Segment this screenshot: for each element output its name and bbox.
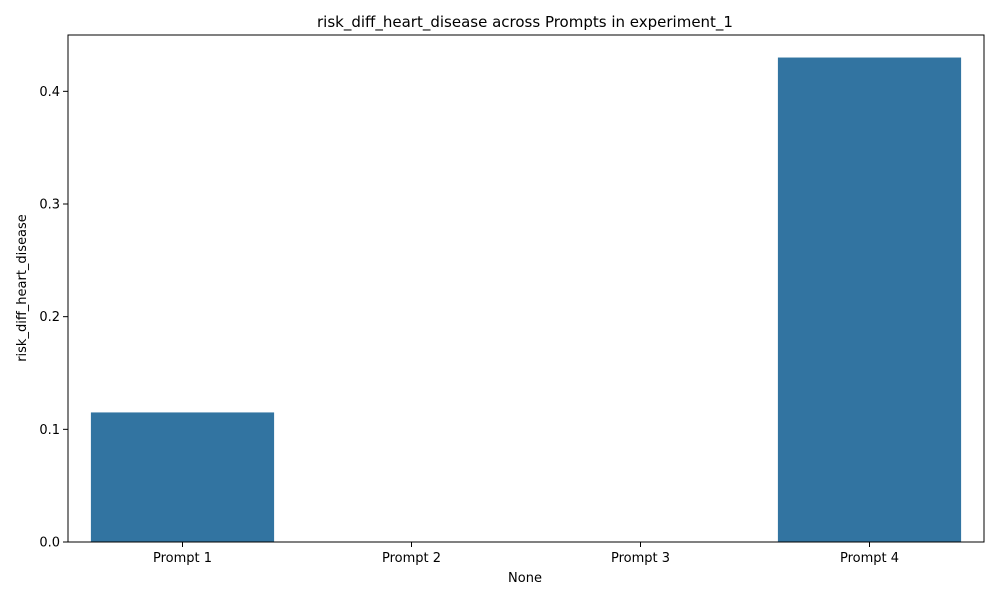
chart-title: risk_diff_heart_disease across Prompts i… [317, 13, 733, 32]
y-tick-label: 0.3 [39, 198, 60, 213]
y-tick-label: 0.1 [39, 423, 60, 438]
bar-1 [90, 412, 275, 542]
x-tick-label: Prompt 2 [382, 551, 441, 566]
y-tick-label: 0.2 [39, 310, 60, 325]
bar-4 [777, 57, 962, 543]
y-tick-label: 0.4 [39, 85, 60, 100]
x-tick-label: Prompt 1 [153, 551, 212, 566]
x-tick-label: Prompt 4 [840, 551, 899, 566]
y-axis-label: risk_diff_heart_disease [15, 214, 30, 362]
x-axis-label: None [508, 571, 542, 586]
y-tick-label: 0.0 [39, 536, 60, 551]
bars-group [90, 57, 962, 543]
y-ticks-group: 0.0 0.1 0.2 0.3 0.4 [39, 85, 68, 551]
x-ticks-group: Prompt 1 Prompt 2 Prompt 3 Prompt 4 [153, 542, 899, 566]
plot-frame [67, 34, 985, 543]
x-tick-label: Prompt 3 [611, 551, 670, 566]
